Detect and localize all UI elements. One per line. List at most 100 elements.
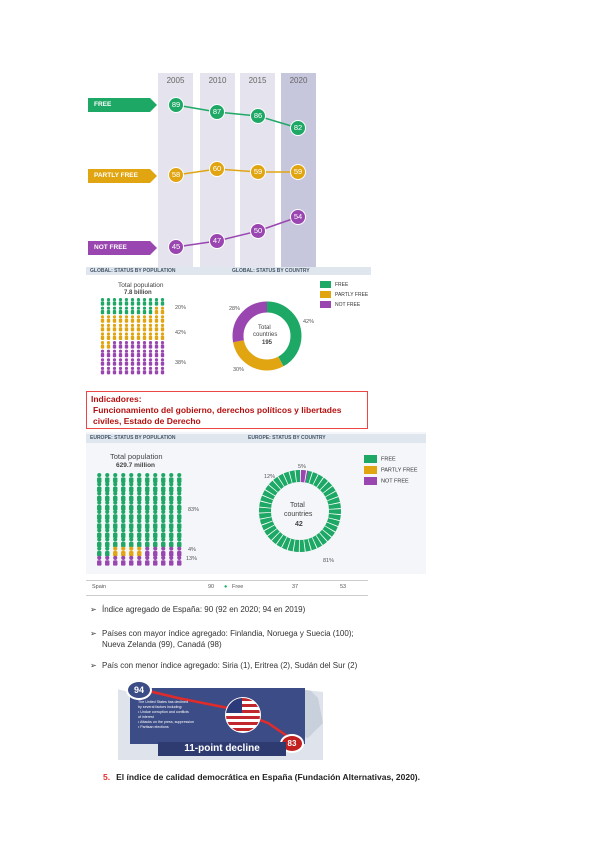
person-icon [112, 323, 117, 332]
person-icon [105, 482, 110, 493]
person-icon [154, 332, 159, 340]
trend-lines [175, 104, 299, 248]
person-icon [112, 298, 117, 306]
notfree-node: 54 [290, 209, 306, 225]
person-icon [112, 315, 117, 323]
global-donut [232, 301, 302, 371]
person-icon [137, 491, 142, 502]
global-header-bar: GLOBAL: STATUS BY POPULATION GLOBAL: STA… [86, 267, 371, 275]
person-icon [97, 509, 102, 520]
person-icon [153, 491, 158, 502]
person-icon [124, 332, 129, 340]
person-icon [121, 528, 126, 539]
person-icon [106, 315, 111, 323]
person-icon [161, 491, 166, 502]
person-icon [124, 323, 129, 332]
person-icon [130, 298, 135, 306]
person-icon [106, 332, 111, 340]
person-icon [105, 546, 110, 557]
person-icon [142, 366, 147, 375]
europe-pop-value: 629.7 million [116, 462, 156, 469]
free-node: 82 [290, 120, 306, 136]
europe-donut-pct-notfree: 5% [298, 464, 306, 470]
person-icon [106, 306, 111, 315]
person-icon [153, 509, 158, 520]
person-icon [142, 315, 147, 323]
global-pop-pct-partly: 42% [175, 330, 187, 336]
person-icon [136, 298, 141, 306]
global-pop-value: 7.8 billion [124, 290, 152, 296]
person-icon [130, 349, 135, 358]
person-icon [118, 366, 123, 375]
arrow-bullet-icon: ➢ [90, 629, 97, 638]
person-icon [121, 491, 126, 502]
indicators-line1: Funcionamiento del gobierno, derechos po… [93, 405, 342, 415]
person-icon [124, 298, 129, 306]
person-icon [129, 491, 134, 502]
spain-table-row: Spain 90 ● Free 37 53 [86, 580, 368, 596]
partly-node: 59 [250, 164, 266, 180]
person-icon [161, 555, 166, 566]
person-icon [148, 306, 153, 315]
person-icon [121, 500, 126, 511]
person-icon [121, 473, 126, 483]
free-node: 87 [209, 104, 225, 120]
global-donut-label2: countries [253, 332, 278, 338]
person-icon [177, 528, 182, 539]
person-icon [100, 315, 105, 323]
person-icon [136, 306, 141, 315]
person-icon [160, 358, 165, 366]
europe-legend-partly: PARTLY FREE [364, 466, 418, 474]
person-icon [137, 555, 142, 566]
person-icon [105, 519, 110, 529]
person-icon [118, 341, 123, 349]
person-icon [145, 528, 150, 539]
person-icon [105, 473, 110, 483]
person-icon [177, 482, 182, 493]
europe-donut-pct-partly: 12% [264, 474, 276, 480]
person-icon [129, 473, 134, 483]
score-start-badge: 94 [126, 680, 152, 700]
global-pop-pct-notfree: 38% [175, 360, 187, 366]
year-label: 2010 [208, 76, 227, 85]
person-icon [169, 482, 174, 493]
person-icon [142, 349, 147, 358]
person-icon [137, 537, 142, 548]
person-icon [160, 332, 165, 340]
person-icon [130, 332, 135, 340]
person-icon [105, 555, 110, 566]
person-icon [97, 537, 102, 548]
table-status: Free [232, 584, 244, 590]
indicators-box: Indicadores: Funcionamiento del gobierno… [86, 391, 368, 429]
global-donut-value: 195 [262, 340, 273, 346]
person-icon [161, 519, 166, 529]
person-icon [112, 349, 117, 358]
notfree-node: 47 [209, 233, 225, 249]
table-c2: 53 [340, 584, 347, 590]
person-icon [129, 519, 134, 529]
person-icon [153, 519, 158, 529]
person-icon [124, 341, 129, 349]
person-icon [161, 537, 166, 548]
global-donut-label1: Total [258, 325, 271, 331]
person-icon [106, 349, 111, 358]
caption-number: 5. [103, 772, 111, 782]
person-icon [130, 366, 135, 375]
person-icon [97, 528, 102, 539]
person-icon [169, 491, 174, 502]
person-icon [137, 509, 142, 520]
person-icon [106, 358, 111, 366]
person-icon [113, 546, 118, 557]
person-icon [105, 491, 110, 502]
person-icon [177, 473, 182, 483]
person-icon [160, 323, 165, 332]
person-icon [153, 482, 158, 493]
person-icon [112, 341, 117, 349]
person-icon [112, 306, 117, 315]
person-icon [129, 482, 134, 493]
person-icon [161, 473, 166, 483]
person-icon [154, 323, 159, 332]
person-icon [160, 298, 165, 306]
person-icon [142, 306, 147, 315]
person-icon [100, 366, 105, 375]
